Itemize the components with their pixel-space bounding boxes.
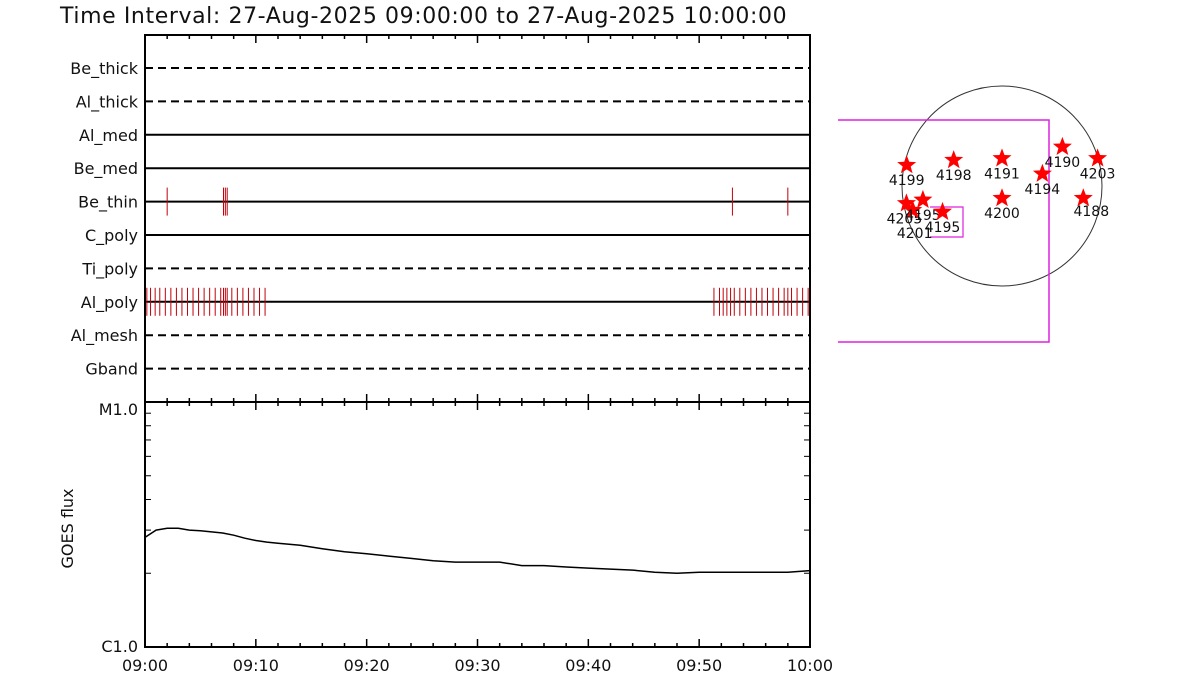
zoom-fov-box (930, 206, 964, 238)
y-axis-label: GOES flux (58, 488, 77, 568)
filter-label: Al_poly (81, 293, 138, 313)
filter-label: C_poly (85, 226, 138, 246)
star-icon (1088, 148, 1108, 167)
star-icon (992, 188, 1012, 207)
active-region-label: 4199 (889, 173, 925, 189)
active-region-label: 4191 (984, 166, 1020, 182)
star-icon (1052, 136, 1072, 155)
star-icon (1032, 163, 1052, 182)
solar-limb (901, 85, 1103, 287)
active-region-label: 4188 (1073, 204, 1109, 220)
x-tick-label: 09:10 (233, 656, 279, 675)
filter-label: Be_thick (70, 59, 138, 79)
raster-frame (144, 34, 811, 403)
chart-title: Time Interval: 27-Aug-2025 09:00:00 to 2… (59, 4, 787, 29)
y-tick-label: M1.0 (99, 400, 138, 419)
star-icon (933, 201, 952, 220)
filter-label: Gband (85, 360, 138, 379)
imager-fov-box (838, 119, 1050, 343)
active-region-label: 4203 (1080, 166, 1116, 182)
x-tick-label: 10:00 (787, 656, 833, 675)
x-tick-label: 09:40 (565, 656, 611, 675)
goes-frame (144, 401, 811, 648)
filter-label: Al_med (79, 126, 138, 146)
x-tick-label: 09:00 (122, 656, 168, 675)
active-region-label: 4194 (1025, 182, 1061, 198)
filter-label: Al_mesh (71, 326, 138, 346)
filter-label: Be_thin (78, 193, 138, 213)
star-icon (1073, 188, 1093, 207)
star-icon (897, 155, 917, 174)
active-region-label: 4190 (1045, 155, 1081, 171)
active-region-label: 4200 (984, 206, 1020, 222)
star-icon (903, 200, 923, 219)
filter-label: Al_thick (76, 92, 139, 112)
goes-flux-series (144, 527, 811, 574)
event-raster-panel: Be_thick Al_thick Al_med Be_med Be_thin C_pol… (70, 34, 811, 403)
star-icon (992, 148, 1012, 167)
y-tick-label: C1.0 (101, 637, 138, 656)
x-tick-label: 09:50 (676, 656, 722, 675)
star-icon (896, 193, 916, 212)
active-region-label: 4198 (936, 168, 972, 184)
x-tick-label: 09:20 (344, 656, 390, 675)
x-tick-label: 09:30 (454, 656, 500, 675)
star-icon (944, 150, 964, 169)
goes-flux-panel: 09:00 09:10 09:20 09:30 09:40 09:50 10:00 M1.0 C… (58, 400, 833, 675)
filter-label: Ti_poly (81, 259, 138, 279)
active-region-label: 4201 (897, 226, 933, 242)
active-region-label: 4205 (887, 211, 923, 227)
active-region-label: 4195 (905, 208, 941, 224)
filter-label: Be_med (74, 159, 138, 179)
star-icon (913, 189, 933, 208)
active-region-label: 4195 (925, 220, 961, 236)
